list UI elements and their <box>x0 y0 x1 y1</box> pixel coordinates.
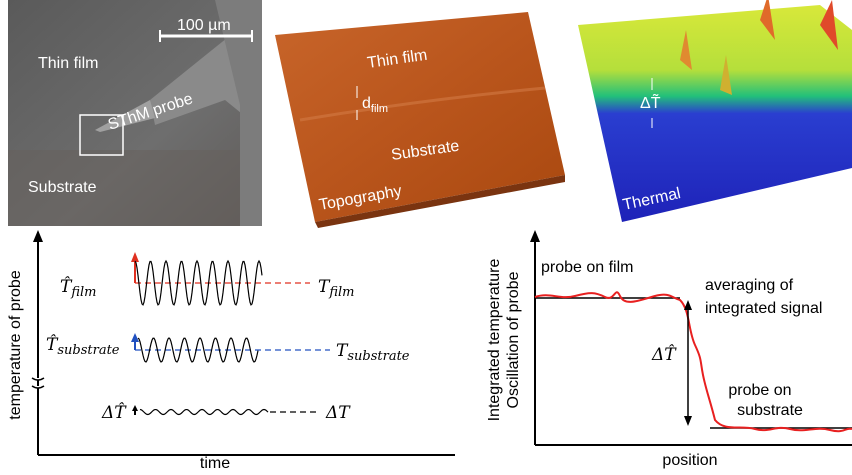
label: ΔT̂ <box>651 345 677 365</box>
d-sub: film <box>371 103 388 115</box>
topography-image: Thin film dfilm Substrate Topography <box>275 12 565 228</box>
label: ΔT̃ <box>640 92 661 112</box>
sub: substrate <box>347 349 409 364</box>
label: T̂substrate <box>46 335 120 358</box>
label: Tfilm <box>318 277 355 300</box>
time-plot: temperature of probe time T̂film Tfilm T… <box>7 230 455 470</box>
sub: film <box>328 285 354 300</box>
x-label: time <box>200 455 230 470</box>
label: Thin film <box>38 55 98 72</box>
label: integrated signal <box>705 300 822 317</box>
label: probe on <box>728 382 791 399</box>
thermal-image: ΔT̃ Thermal <box>578 0 852 222</box>
scale-bar: 100 µm <box>177 17 231 34</box>
label: T̂film <box>60 277 97 300</box>
sem-image: 100 µm Thin film SThM probe Substrate <box>8 0 262 226</box>
y-label: temperature of probe <box>7 270 24 420</box>
x-label: position <box>662 452 717 469</box>
position-plot: Integrated temperature Oscillation of pr… <box>486 230 852 469</box>
y-label: Integrated temperature <box>486 259 503 422</box>
figure: 100 µm Thin film SThM probe Substrate Th… <box>0 0 852 470</box>
label: substrate <box>737 402 803 419</box>
label: ΔT̂ <box>101 403 127 423</box>
d: d <box>362 95 371 112</box>
label: probe on film <box>541 259 634 276</box>
y-label: Oscillation of probe <box>505 271 522 408</box>
label: ΔT <box>325 403 351 423</box>
sub: film <box>70 285 96 300</box>
label: averaging of <box>705 277 794 294</box>
label: Substrate <box>28 179 97 196</box>
delta-wave <box>140 410 268 415</box>
sub: substrate <box>57 343 119 358</box>
label: Tsubstrate <box>336 341 410 364</box>
